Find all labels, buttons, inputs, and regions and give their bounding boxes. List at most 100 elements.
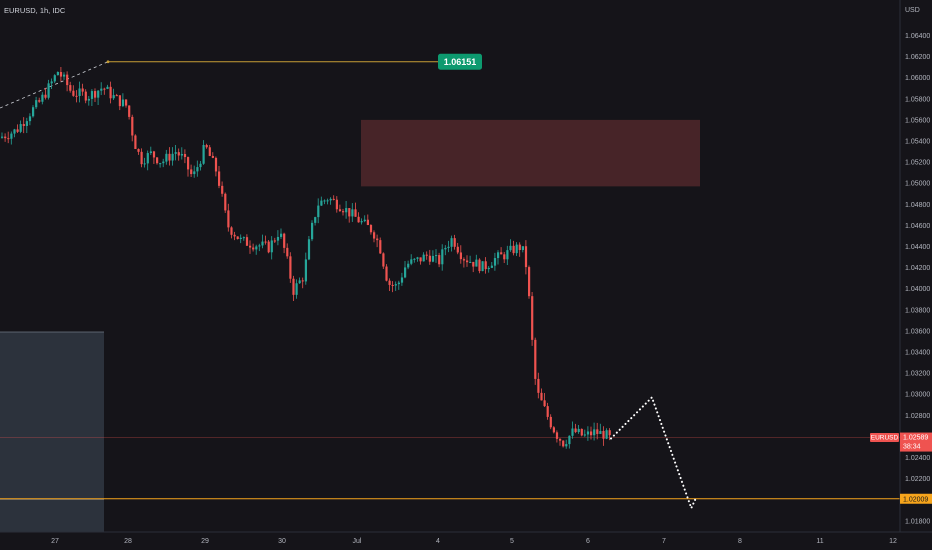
candle-body xyxy=(301,280,304,282)
candle-body xyxy=(56,72,59,76)
candle-body xyxy=(63,74,66,77)
candle-body xyxy=(261,241,264,246)
candle-body xyxy=(103,88,106,90)
candle-body xyxy=(332,198,335,200)
candle-body xyxy=(338,209,342,212)
candle-body xyxy=(125,99,128,106)
current-price-label[interactable]: EURUSD 1.02589 38:34 xyxy=(870,432,932,452)
candles-group xyxy=(1,66,611,449)
candle-body xyxy=(143,163,146,165)
candle-body xyxy=(397,282,400,285)
price-tick-label: 1.06000 xyxy=(905,75,930,82)
price-tick-label: 1.02800 xyxy=(905,413,930,420)
candle-body xyxy=(69,85,72,91)
candle-body xyxy=(218,171,221,186)
price-tick-label: 1.06200 xyxy=(905,54,930,61)
candle-body xyxy=(190,169,193,175)
candle-body xyxy=(503,254,506,260)
trend-dashed-line[interactable] xyxy=(0,61,109,109)
time-axis[interactable]: 27 28 29 30 Jul 4 5 6 7 8 11 12 xyxy=(51,538,897,545)
candle-body xyxy=(382,253,385,267)
candle-body xyxy=(549,416,552,428)
candle-body xyxy=(304,259,307,282)
candle-body xyxy=(431,255,435,262)
candle-body xyxy=(137,149,140,152)
candle-body xyxy=(7,138,10,140)
price-tick-label: 1.03800 xyxy=(905,307,930,314)
candle-body xyxy=(295,283,298,295)
candle-body xyxy=(528,267,531,297)
candle-body xyxy=(462,259,466,261)
target-price-label[interactable]: 1.02009 xyxy=(900,493,932,504)
candle-body xyxy=(242,237,245,239)
candle-body xyxy=(84,91,87,101)
symbol-title: EURUSD, 1h, IDC xyxy=(4,6,66,15)
candle-body xyxy=(159,163,162,165)
resistance-zone[interactable] xyxy=(361,119,700,187)
candle-body xyxy=(177,152,180,156)
candle-body xyxy=(78,88,81,97)
candle-body xyxy=(376,238,379,241)
candle-body xyxy=(469,261,472,263)
candle-body xyxy=(481,261,484,272)
candle-body xyxy=(41,94,44,102)
candle-body xyxy=(444,247,447,250)
candle-body xyxy=(273,240,276,242)
candle-body xyxy=(267,241,270,253)
candle-body xyxy=(47,83,50,98)
candle-body xyxy=(404,267,407,278)
candle-body xyxy=(373,232,376,239)
candle-body xyxy=(521,246,524,251)
candle-body xyxy=(168,153,171,161)
candle-body xyxy=(565,444,568,447)
candle-body xyxy=(25,121,28,126)
candle-body xyxy=(472,261,475,267)
time-tick-label: 6 xyxy=(586,538,590,545)
candle-body xyxy=(97,90,100,98)
candle-body xyxy=(16,129,19,132)
projection-path[interactable] xyxy=(610,395,698,511)
candle-body xyxy=(410,259,413,264)
candle-body xyxy=(543,400,546,407)
candle-body xyxy=(425,254,428,256)
candle-body xyxy=(75,95,78,97)
candle-body xyxy=(475,259,478,267)
candle-body xyxy=(478,259,481,272)
candle-body xyxy=(276,236,280,241)
candle-body xyxy=(214,157,218,172)
candle-body xyxy=(506,250,509,260)
candle-body xyxy=(515,244,518,254)
time-tick-label: 4 xyxy=(436,538,440,545)
candle-body xyxy=(1,136,4,138)
left-range-box[interactable] xyxy=(0,332,104,532)
time-tick-label: 8 xyxy=(738,538,742,545)
candle-body xyxy=(230,227,233,235)
candle-body xyxy=(4,136,7,139)
price-tick-label: 1.05200 xyxy=(905,160,930,167)
candle-body xyxy=(335,199,338,210)
price-tick-label: 1.04000 xyxy=(905,286,930,293)
candle-body xyxy=(100,88,103,91)
high-price-badge[interactable]: 1.06151 xyxy=(438,53,482,70)
current-price-tag xyxy=(900,432,932,452)
time-tick-label: 11 xyxy=(816,538,823,545)
price-tick-label: 1.05400 xyxy=(905,139,930,146)
candle-body xyxy=(466,260,469,263)
candle-body xyxy=(44,94,47,98)
candle-body xyxy=(354,209,357,217)
candle-body xyxy=(357,216,360,223)
candle-body xyxy=(493,258,497,266)
high-anchor-point[interactable] xyxy=(106,60,110,64)
candle-body xyxy=(366,219,369,226)
candle-body xyxy=(329,198,332,201)
candle-body xyxy=(363,219,366,222)
price-tick-label: 1.04400 xyxy=(905,244,930,251)
candle-body xyxy=(512,245,515,254)
candle-body xyxy=(596,429,599,434)
countdown-timer: 38:34 xyxy=(903,444,921,451)
price-tick-label: 1.03000 xyxy=(905,392,930,399)
candle-body xyxy=(121,99,125,107)
candle-body xyxy=(106,86,109,89)
